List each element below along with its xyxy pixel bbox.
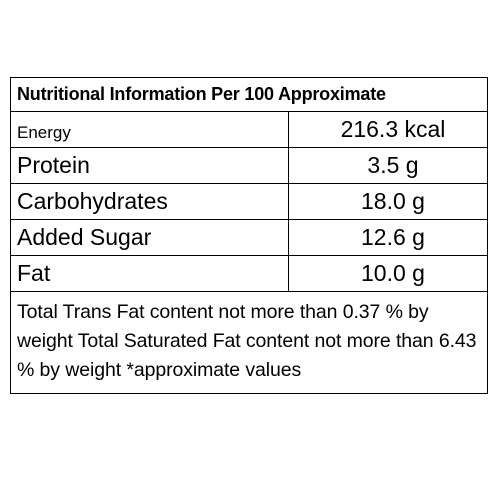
nutrient-value: 18.0 g [361, 188, 425, 214]
table-row-carbohydrates: Carbohydrates 18.0 g [11, 184, 487, 220]
nutrient-value: 3.5 g [367, 152, 419, 178]
table-title: Nutritional Information Per 100 Approxim… [17, 84, 386, 104]
nutrient-name: Energy [11, 112, 289, 147]
table-row-added-sugar: Added Sugar 12.6 g [11, 220, 487, 256]
nutrient-value: 12.6 g [361, 224, 425, 250]
nutrient-name: Protein [11, 148, 289, 183]
table-row-fat: Fat 10.0 g [11, 256, 487, 292]
nutrition-table: Nutritional Information Per 100 Approxim… [10, 77, 488, 394]
nutrient-value: 10.0 g [361, 260, 425, 286]
table-row-protein: Protein 3.5 g [11, 148, 487, 184]
table-note-row: Total Trans Fat content not more than 0.… [11, 292, 487, 393]
nutrient-value: 216.3 kcal [340, 116, 446, 142]
nutrient-name: Carbohydrates [11, 184, 289, 219]
nutrient-name: Added Sugar [11, 220, 289, 255]
nutrient-name: Fat [11, 256, 289, 291]
table-title-row: Nutritional Information Per 100 Approxim… [11, 78, 487, 112]
table-note: Total Trans Fat content not more than 0.… [17, 301, 477, 381]
table-row-energy: Energy 216.3 kcal [11, 112, 487, 148]
